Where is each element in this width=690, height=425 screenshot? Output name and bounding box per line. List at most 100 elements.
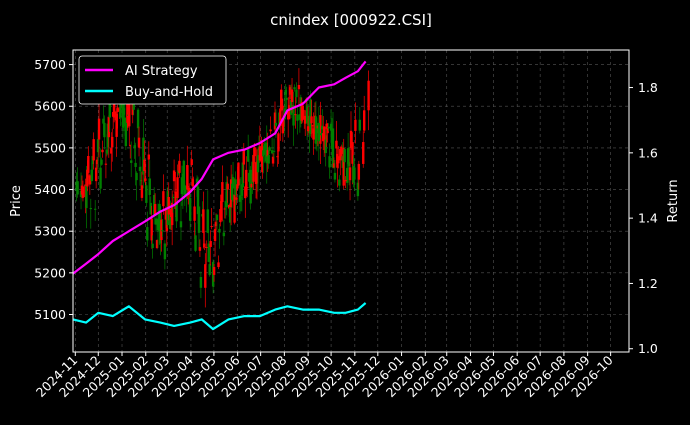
candle-body — [348, 167, 352, 181]
right-tick-label: 1.2 — [638, 276, 658, 291]
candle-body — [233, 194, 236, 223]
candle-body — [148, 178, 151, 195]
candle-body — [292, 105, 295, 126]
series-lines — [72, 60, 367, 331]
candle-body — [242, 149, 245, 165]
candle-body — [103, 122, 106, 138]
candle-body — [267, 154, 270, 164]
candle-body — [95, 159, 99, 165]
candle-body — [215, 214, 219, 221]
candle-body — [269, 129, 272, 132]
candle-body — [238, 195, 242, 202]
candle-body — [158, 203, 161, 232]
candle-body — [288, 87, 292, 95]
candle-body — [169, 208, 172, 230]
candle-body — [338, 179, 341, 186]
candle-body — [274, 122, 278, 126]
candle-body — [301, 105, 304, 119]
candle-body — [210, 226, 213, 228]
candle-body — [226, 183, 229, 190]
candle-body — [111, 136, 114, 148]
candle-body — [357, 163, 361, 180]
candle-body — [305, 105, 309, 124]
candle-body — [209, 241, 212, 247]
series-line-buy-and-hold — [72, 302, 367, 331]
candle-body — [268, 147, 271, 151]
candle-body — [85, 185, 88, 209]
candle-body — [289, 99, 293, 115]
candle-body — [293, 87, 296, 90]
candle-body — [311, 125, 314, 127]
candle-body — [218, 228, 221, 233]
candle-body — [145, 185, 148, 203]
candle-body — [110, 148, 113, 154]
candle-body — [212, 267, 216, 275]
candle-body — [155, 240, 159, 249]
chart-title: cnindex [000922.CSI] — [270, 11, 432, 29]
legend-box — [78, 55, 227, 105]
candle-body — [102, 118, 105, 124]
candle-body — [263, 146, 266, 155]
candle-body — [154, 218, 158, 225]
candle-body — [252, 155, 255, 182]
candle-body — [167, 196, 170, 215]
candle-body — [156, 218, 160, 231]
candle-body — [175, 202, 178, 222]
candle-body — [256, 155, 260, 173]
candle-body — [253, 147, 256, 157]
candle-body — [151, 243, 154, 249]
legend: AI Strategy Buy-and-Hold — [78, 55, 227, 105]
candle-body — [100, 159, 103, 165]
candle-body — [140, 185, 144, 198]
candle-body — [205, 246, 208, 248]
candle-body — [108, 102, 111, 118]
candle-body — [172, 170, 176, 182]
candle-body — [356, 182, 360, 197]
candle-body — [142, 137, 145, 175]
candle-body — [101, 149, 104, 153]
left-tick-label: 5300 — [34, 224, 66, 239]
candle-body — [272, 150, 276, 152]
candle-body — [128, 103, 131, 127]
candle-body — [239, 197, 243, 199]
candle-body — [340, 146, 343, 155]
candle-body — [261, 142, 264, 173]
candle-body — [204, 264, 207, 288]
candle-body — [76, 181, 79, 195]
candle-body — [285, 97, 288, 100]
candle-body — [246, 187, 249, 189]
left-tick-label: 5700 — [34, 57, 66, 72]
candle-body — [335, 140, 338, 149]
candle-body — [124, 122, 128, 147]
candle-body — [163, 243, 167, 260]
candle-body — [161, 230, 164, 232]
candle-body — [237, 162, 240, 186]
candle-body — [90, 169, 93, 182]
candle-body — [149, 202, 152, 215]
candle-body — [104, 163, 108, 165]
candle-body — [295, 89, 298, 98]
candle-body — [276, 156, 279, 158]
candle-body — [191, 178, 194, 187]
candle-body — [315, 125, 319, 134]
candle-body — [354, 119, 357, 131]
candle-body — [250, 183, 253, 188]
candle-body — [236, 184, 239, 189]
candle-body — [345, 167, 349, 183]
candle-body — [223, 208, 227, 210]
candle-body — [139, 180, 143, 182]
candle-body — [115, 114, 118, 137]
candle-body — [113, 111, 117, 115]
candle-body — [331, 128, 335, 168]
left-tick-label: 5100 — [34, 307, 66, 322]
candle-body — [290, 89, 294, 103]
left-axis: 5100 5200 5300 5400 5500 5600 5700 — [34, 57, 73, 322]
candle-body — [89, 208, 92, 210]
right-axis-label: Return — [666, 179, 681, 222]
candle-body — [96, 139, 100, 153]
candle-body — [112, 101, 116, 118]
candle-body — [213, 228, 217, 242]
candle-body — [230, 183, 234, 200]
candle-body — [322, 126, 326, 140]
